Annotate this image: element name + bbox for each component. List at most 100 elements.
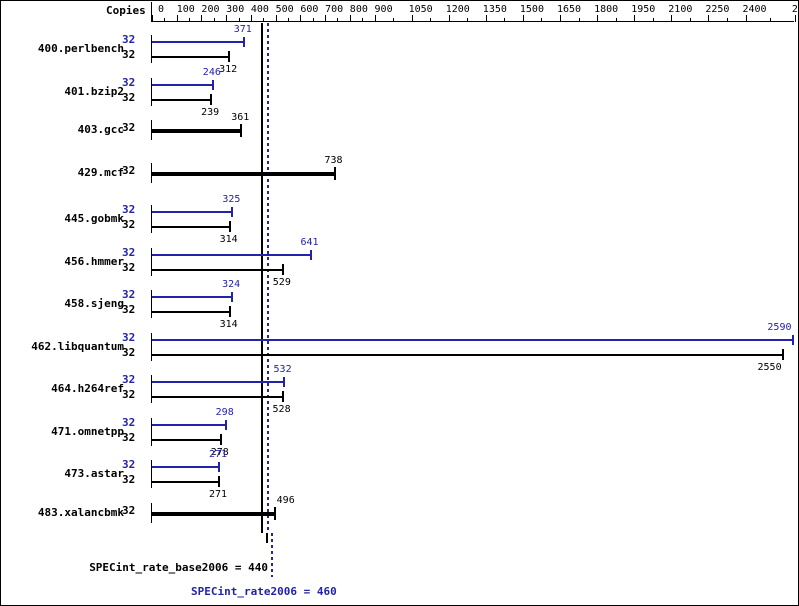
axis-tick-major	[176, 15, 178, 22]
benchmark-label: 458.sjeng	[64, 297, 124, 310]
axis-tick-minor	[213, 18, 215, 22]
chart-plot-area: 400.perlbench 32 371 32 312 401.bzip2 32 246 32 2…	[1, 23, 798, 533]
chart-footer: SPECint_rate_base2006 = 440 SPECint_rate…	[1, 533, 798, 605]
axis-tick-major	[671, 15, 673, 22]
copies-value-peak: 32	[122, 33, 136, 46]
bar-value-peak: 2590	[767, 321, 792, 333]
bar-peak-endcap	[224, 419, 227, 430]
axis-tick-label: 900	[374, 4, 393, 15]
axis-tick-minor	[578, 18, 580, 22]
bar-peak	[152, 423, 226, 426]
axis-tick-label: 800	[349, 4, 368, 15]
bar-base-endcap	[219, 433, 222, 445]
axis-tick-major	[560, 15, 562, 22]
benchmark-row: 429.mcf 32 738	[1, 151, 798, 194]
benchmark-label: 445.gobmk	[64, 212, 124, 225]
axis-tick-label: 2100	[668, 4, 693, 15]
bar-base	[152, 129, 242, 133]
bar-origin-tick	[151, 375, 152, 403]
benchmark-row: 464.h264ref 32 532 32 528	[1, 363, 798, 415]
copies-value-peak: 32	[122, 203, 136, 216]
axis-tick-label: 1350	[482, 4, 507, 15]
bar-base	[152, 226, 230, 228]
benchmark-row: 403.gcc 32 361	[1, 108, 798, 151]
axis-tick-minor	[430, 18, 432, 22]
axis-tick-major	[597, 15, 599, 22]
bar-origin-tick	[151, 247, 152, 276]
benchmark-label: 471.omnetpp	[51, 424, 124, 438]
bar-peak-endcap	[218, 462, 221, 472]
bar-base-endcap	[240, 124, 243, 137]
bar-value-base: 529	[272, 276, 291, 288]
bar-base-endcap	[218, 476, 221, 487]
bar-base-endcap	[210, 93, 213, 105]
axis-tick-minor	[467, 18, 469, 22]
bar-value-peak: 641	[300, 236, 319, 248]
benchmark-row: 401.bzip2 32 246 32 239	[1, 66, 798, 118]
bar-base	[152, 353, 783, 356]
copies-value-peak: 32	[122, 245, 136, 259]
bar-base	[152, 396, 283, 398]
copies-value-base: 32	[122, 388, 136, 401]
summary-base: SPECint_rate_base2006 = 440	[89, 561, 268, 574]
axis-tick-major	[201, 15, 203, 22]
bar-value-peak: 271	[208, 449, 228, 460]
axis-tick-label: 700	[325, 4, 344, 15]
copies-value-base: 32	[122, 303, 136, 316]
bar-value-base: 271	[208, 489, 228, 500]
axis-tick-minor	[238, 18, 240, 22]
footer-reference-line-peak	[271, 533, 273, 577]
bar-peak	[152, 83, 213, 86]
summary-peak: SPECint_rate2006 = 460	[191, 585, 337, 598]
copies-value-base: 32	[122, 48, 136, 61]
copies-value-peak: 32	[122, 458, 136, 471]
bar-base	[152, 171, 335, 176]
copies-value-peak: 32	[122, 373, 136, 386]
copies-value-base: 32	[122, 430, 136, 444]
bar-peak-endcap	[791, 334, 794, 345]
benchmark-row: 445.gobmk 32 325 32 314	[1, 193, 798, 245]
axis-tick-major	[349, 15, 351, 22]
benchmark-label: 456.hmmer	[64, 254, 124, 268]
bar-peak	[152, 41, 244, 43]
bar-base-endcap	[228, 51, 231, 62]
axis-tick-label: 2600	[791, 4, 798, 15]
bar-peak-endcap	[231, 292, 234, 302]
bar-origin-tick	[151, 290, 152, 318]
copies-value-peak: 32	[122, 75, 136, 89]
copies-value-base: 32	[122, 218, 136, 231]
axis-tick-minor	[541, 18, 543, 22]
axis-tick-label: 0	[157, 4, 165, 15]
bar-origin-tick	[151, 332, 152, 361]
axis-tick-minor	[689, 18, 691, 22]
bar-base	[152, 311, 230, 313]
bar-value-base: 314	[219, 319, 238, 330]
axis-tick-label: 300	[226, 4, 245, 15]
copies-value-base: 32	[122, 121, 136, 134]
benchmark-row: 473.astar 32 271 32 271	[1, 448, 798, 500]
copies-value-base: 32	[122, 260, 136, 274]
bar-value-peak: 532	[273, 364, 292, 375]
axis-tick-major	[485, 15, 487, 22]
axis-horizontal-rule	[151, 21, 794, 22]
bar-base	[152, 438, 221, 441]
bar-base	[152, 481, 220, 483]
axis-tick-major	[745, 15, 747, 22]
axis-tick-major	[411, 15, 413, 22]
bar-value-peak: 371	[233, 24, 252, 35]
reference-line-base	[260, 23, 263, 533]
axis-tick-major	[250, 15, 252, 22]
bar-base-endcap	[281, 391, 284, 402]
axis-tick-minor	[504, 18, 506, 22]
axis-vertical-start	[151, 2, 152, 22]
axis-tick-label: 1650	[556, 4, 582, 15]
benchmark-label: 429.mcf	[77, 165, 124, 179]
bar-base	[152, 56, 230, 58]
bar-peak-endcap	[231, 207, 234, 217]
axis-tick-label: 1500	[519, 4, 544, 15]
axis-tick-major	[448, 15, 450, 22]
bar-origin-tick	[151, 35, 152, 63]
axis-tick-minor	[288, 18, 289, 22]
benchmark-label: 483.xalancbmk	[37, 505, 124, 519]
